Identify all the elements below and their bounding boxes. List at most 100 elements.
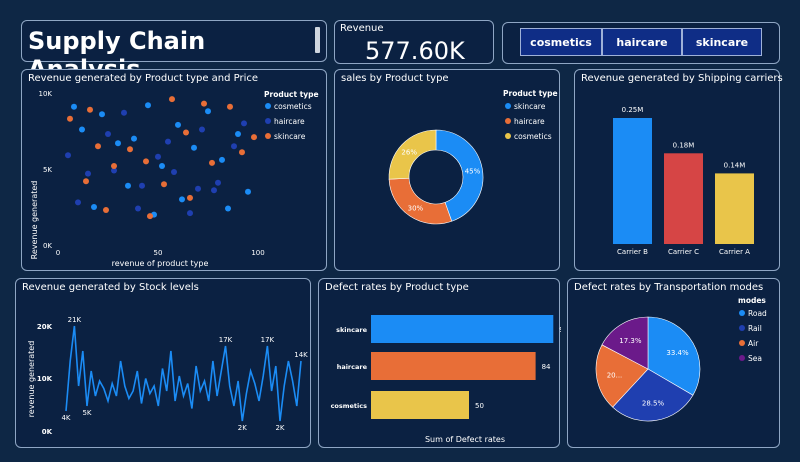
- scatter-xtick-50: 50: [154, 249, 163, 257]
- scatter-point-cosmetics-8[interactable]: [191, 144, 197, 151]
- scatter-point-cosmetics-0[interactable]: [71, 103, 77, 110]
- transport-slice-road[interactable]: [647, 316, 701, 396]
- scatter-point-haircare-5[interactable]: [155, 153, 161, 160]
- defects-chart[interactable]: Sum of Defect rates 93 skincare 84 haircare…: [319, 279, 561, 449]
- scatter-point-haircare-9[interactable]: [215, 179, 221, 186]
- slicer-skincare[interactable]: skincare: [682, 28, 762, 56]
- scatter-ylabel: Revenue generated: [30, 181, 39, 260]
- carrier-bar-0[interactable]: [613, 118, 652, 244]
- transport-legend-title: modes: [738, 296, 766, 305]
- scatter-point-skincare-16[interactable]: [187, 194, 193, 201]
- scatter-point-skincare-4[interactable]: [127, 146, 133, 153]
- scatter-ytick-5k: 5K: [43, 166, 52, 174]
- scatter-point-skincare-3[interactable]: [111, 163, 117, 169]
- scatter-point-skincare-9[interactable]: [201, 100, 207, 107]
- scatter-point-haircare-6[interactable]: [171, 169, 177, 175]
- scatter-point-skincare-8[interactable]: [183, 129, 189, 136]
- stock-ytick-0k: 0K: [42, 428, 53, 436]
- transport-legend-air: Air: [748, 339, 759, 348]
- slicer-haircare[interactable]: haircare: [602, 28, 682, 56]
- scatter-point-skincare-1[interactable]: [87, 106, 93, 113]
- scatter-point-skincare-2[interactable]: [95, 143, 101, 150]
- scatter-point-skincare-15[interactable]: [147, 213, 153, 220]
- defect-bar-skincare[interactable]: [371, 315, 554, 343]
- donut-label-skincare: 45%: [465, 168, 481, 176]
- scatter-point-haircare-3[interactable]: [121, 109, 127, 116]
- scatter-point-skincare-5[interactable]: [143, 158, 149, 165]
- donut-chart[interactable]: 45% 30% 26% Product type skincare haircare…: [335, 70, 561, 272]
- defect-bar-haircare[interactable]: [371, 352, 536, 380]
- carrier-bar-1[interactable]: [664, 153, 703, 244]
- donut-title: sales by Product type: [341, 73, 449, 84]
- scatter-point-skincare-7[interactable]: [169, 96, 175, 103]
- scatter-point-cosmetics-1[interactable]: [79, 126, 85, 133]
- scatter-point-skincare-0[interactable]: [67, 115, 73, 122]
- scatter-point-cosmetics-11[interactable]: [235, 131, 241, 137]
- scatter-point-haircare-16[interactable]: [75, 199, 81, 206]
- donut-slice-haircare[interactable]: [388, 177, 453, 225]
- stock-annotation-4: 2K: [238, 424, 247, 432]
- scatter-point-cosmetics-15[interactable]: [125, 182, 131, 189]
- scatter-point-haircare-0[interactable]: [65, 152, 71, 159]
- scatter-point-skincare-13[interactable]: [103, 207, 109, 213]
- scatter-point-haircare-15[interactable]: [165, 138, 171, 145]
- transport-slice-air[interactable]: [595, 344, 649, 408]
- product-type-slicer: cosmetics haircare skincare: [502, 22, 780, 64]
- scatter-point-cosmetics-6[interactable]: [159, 163, 165, 169]
- scatter-point-skincare-14[interactable]: [83, 178, 89, 185]
- scatter-point-cosmetics-3[interactable]: [115, 140, 121, 147]
- scatter-point-skincare-11[interactable]: [227, 103, 233, 110]
- scatter-point-cosmetics-10[interactable]: [219, 156, 225, 163]
- scatter-point-cosmetics-12[interactable]: [245, 188, 251, 195]
- scatter-point-cosmetics-13[interactable]: [91, 204, 97, 210]
- donut-legend-haircare: haircare: [514, 117, 545, 126]
- legend-dot-skincare: [265, 133, 271, 139]
- transport-label-rail: 28.5%: [642, 400, 665, 408]
- transport-chart[interactable]: 33.4% 28.5% 20... 17.3% modes Road Rail Air…: [568, 279, 781, 449]
- defect-value-skincare: 93: [559, 326, 561, 334]
- scatter-point-haircare-1[interactable]: [85, 170, 91, 177]
- scatter-point-skincare-6[interactable]: [161, 181, 167, 188]
- title-scrollbar[interactable]: [315, 27, 320, 53]
- slicer-cosmetics[interactable]: cosmetics: [520, 28, 602, 56]
- scatter-point-haircare-8[interactable]: [199, 126, 205, 133]
- scatter-point-haircare-17[interactable]: [211, 187, 217, 194]
- scatter-legend-title: Product type: [264, 90, 319, 99]
- stock-chart[interactable]: revenue generated 20K 10K 0K 4K 21K 5K 17K 2…: [16, 279, 312, 449]
- donut-slice-cosmetics[interactable]: [388, 129, 437, 180]
- scatter-point-cosmetics-4[interactable]: [131, 135, 137, 142]
- scatter-point-haircare-4[interactable]: [139, 182, 145, 189]
- scatter-point-haircare-11[interactable]: [241, 120, 247, 127]
- carrier-value-label-1: 0.18M: [673, 141, 695, 149]
- scatter-point-haircare-7[interactable]: [187, 210, 193, 217]
- scatter-point-skincare-17[interactable]: [251, 134, 257, 141]
- scatter-point-cosmetics-5[interactable]: [145, 102, 151, 109]
- scatter-point-haircare-2[interactable]: [105, 131, 111, 137]
- carrier-category-label-0: Carrier B: [617, 248, 648, 256]
- carriers-title: Revenue generated by Shipping carriers: [581, 73, 783, 84]
- carrier-bar-2[interactable]: [715, 173, 754, 244]
- scatter-point-haircare-12[interactable]: [135, 205, 141, 212]
- transport-panel: Defect rates by Transportation modes 33.…: [567, 278, 780, 448]
- scatter-point-skincare-12[interactable]: [239, 149, 245, 156]
- transport-slice-sea[interactable]: [601, 316, 649, 370]
- scatter-point-haircare-13[interactable]: [195, 185, 201, 192]
- legend-label-haircare: haircare: [274, 117, 305, 126]
- scatter-point-skincare-10[interactable]: [209, 159, 215, 166]
- scatter-point-cosmetics-9[interactable]: [205, 108, 211, 115]
- donut-slice-skincare[interactable]: [435, 129, 484, 222]
- transport-slice-rail[interactable]: [612, 368, 694, 422]
- scatter-point-haircare-14[interactable]: [111, 167, 117, 174]
- stock-annotation-1: 21K: [68, 316, 82, 324]
- scatter-point-cosmetics-2[interactable]: [99, 111, 105, 118]
- scatter-chart[interactable]: Revenue generated revenue of product typ…: [22, 70, 328, 272]
- carriers-chart[interactable]: 0.25M Carrier B 0.18M Carrier C 0.14M Carrier…: [575, 70, 781, 272]
- scatter-point-cosmetics-17[interactable]: [225, 205, 231, 212]
- scatter-point-cosmetics-7[interactable]: [175, 121, 181, 128]
- defect-bar-cosmetics[interactable]: [371, 391, 469, 419]
- transport-legend-dot-rail: [739, 325, 745, 331]
- scatter-point-haircare-10[interactable]: [231, 143, 237, 150]
- transport-label-sea: 17.3%: [619, 337, 642, 345]
- scatter-point-cosmetics-16[interactable]: [179, 196, 185, 203]
- stock-series-line[interactable]: [65, 325, 302, 422]
